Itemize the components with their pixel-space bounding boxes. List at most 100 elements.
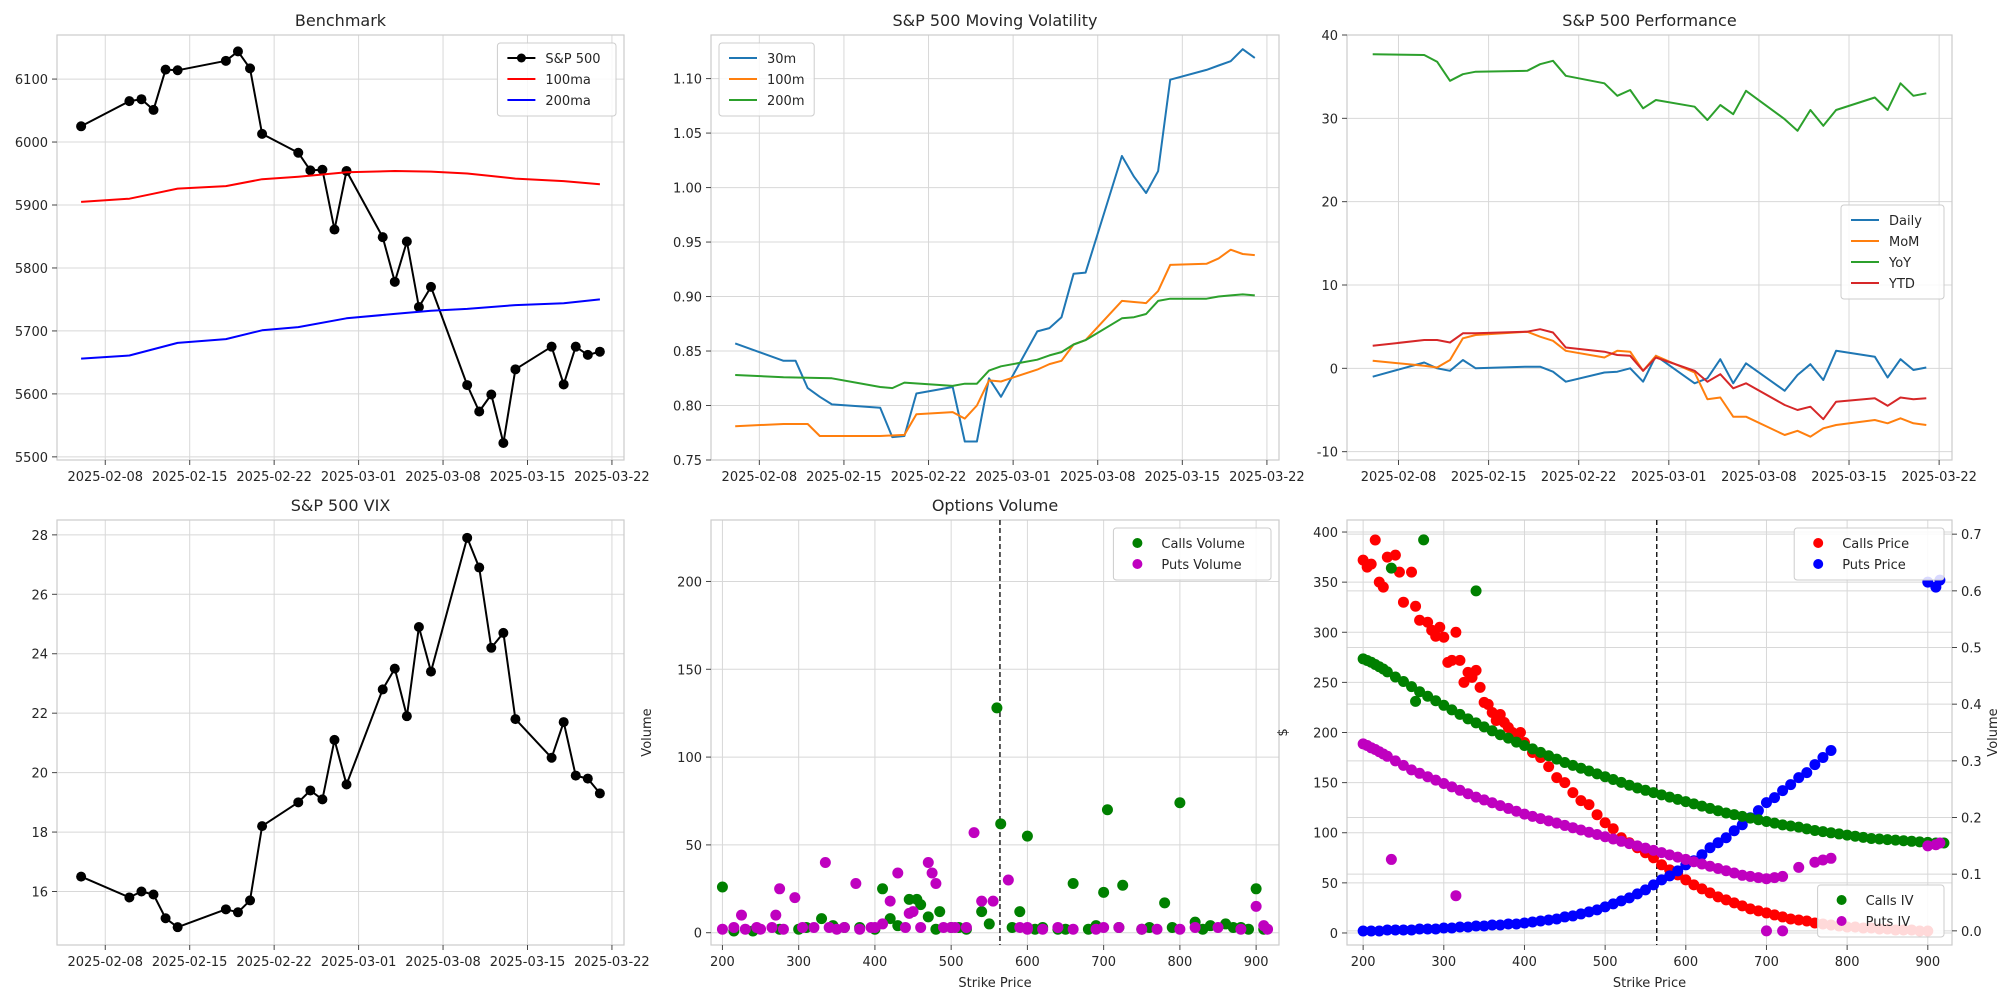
legend-label: MoM <box>1889 235 1919 250</box>
data-point <box>1825 827 1837 839</box>
legend-marker <box>1813 559 1824 569</box>
data-point <box>317 164 328 175</box>
data-point <box>716 923 728 935</box>
y2-tick-label: 0.2 <box>1961 812 1982 827</box>
data-point <box>1680 874 1692 886</box>
legend-label: 30m <box>767 52 796 67</box>
data-point <box>1389 924 1401 936</box>
series-line <box>1372 349 1927 392</box>
legend-box <box>718 42 815 117</box>
data-point <box>1377 581 1389 593</box>
data-point <box>926 867 938 879</box>
data-point <box>735 909 747 921</box>
y-tick-label: 100 <box>677 751 702 766</box>
data-point <box>1397 596 1409 608</box>
legend-label: Calls IV <box>1866 894 1914 909</box>
data-point <box>1365 558 1377 570</box>
data-point <box>160 913 171 924</box>
data-point <box>76 121 87 132</box>
data-point <box>1414 923 1426 935</box>
data-point <box>1543 761 1555 773</box>
data-point <box>1410 600 1422 612</box>
y-tick-label: 0.95 <box>673 236 702 251</box>
data-point <box>389 276 400 287</box>
data-point <box>486 642 497 653</box>
data-point <box>1817 826 1829 838</box>
data-point <box>498 438 509 448</box>
legend-box <box>1817 884 1945 938</box>
y-tick-label: 200 <box>1313 727 1338 742</box>
data-point <box>232 46 243 57</box>
y-tick-label: 5600 <box>15 388 48 403</box>
data-point <box>903 893 915 905</box>
legend-label: 100ma <box>545 73 590 88</box>
data-point <box>850 878 862 890</box>
data-point <box>1769 872 1781 884</box>
plot-frame <box>56 34 625 461</box>
y-tick-label: 0.80 <box>673 400 702 415</box>
data-point <box>148 889 159 900</box>
data-point <box>1397 924 1409 936</box>
y-tick-label: 250 <box>1313 676 1338 691</box>
data-point <box>1174 797 1186 809</box>
data-point <box>1486 919 1498 931</box>
data-point <box>1809 825 1821 837</box>
legend: S&P 500 100ma 200ma <box>496 42 617 117</box>
data-point <box>1777 785 1789 797</box>
data-point <box>1052 921 1064 933</box>
plot-frame <box>56 519 625 946</box>
data-point <box>838 921 850 933</box>
chart-title: Options Volume <box>932 496 1058 515</box>
x-tick-label: 2025-02-22 <box>236 470 312 485</box>
series-line <box>1372 330 1927 438</box>
chart-title: S&P 500 VIX <box>291 496 391 515</box>
y-tick-label: -10 <box>1317 446 1338 461</box>
series-200ma <box>81 298 601 360</box>
data-point <box>305 785 316 796</box>
y-tick-label: 200 <box>677 575 702 590</box>
data-point <box>766 921 778 933</box>
y-axis-label: $ <box>1276 728 1291 736</box>
data-point <box>899 921 911 933</box>
data-point <box>1430 923 1442 935</box>
data-point <box>1438 699 1450 711</box>
series-line <box>1372 328 1927 421</box>
data-point <box>1720 832 1732 844</box>
data-point <box>1865 832 1877 844</box>
data-point <box>582 349 593 360</box>
data-point <box>558 717 569 728</box>
data-point <box>1189 921 1201 933</box>
data-point <box>1406 681 1418 693</box>
legend-label: Puts Price <box>1842 558 1906 573</box>
data-point <box>755 923 767 935</box>
data-point <box>1365 925 1377 937</box>
series-200m <box>735 293 1255 390</box>
data-point <box>938 921 950 933</box>
data-point <box>389 663 400 674</box>
data-point <box>1559 777 1571 789</box>
series-line <box>735 293 1255 390</box>
data-point <box>1744 870 1756 882</box>
data-point <box>1825 852 1837 864</box>
x-tick-label: 600 <box>1673 955 1698 970</box>
x-tick-label: 2025-02-15 <box>1451 470 1527 485</box>
data-point <box>1418 534 1430 546</box>
data-point <box>1777 925 1789 937</box>
legend-label: Calls Price <box>1842 537 1909 552</box>
y2-tick-label: 0.6 <box>1961 585 1982 600</box>
data-point <box>1527 916 1539 928</box>
data-point <box>1243 923 1255 935</box>
data-point <box>377 684 388 695</box>
y-tick-label: 1.05 <box>673 127 702 142</box>
series-puts-iv <box>1357 738 1946 937</box>
data-point <box>816 913 828 925</box>
data-point <box>1389 671 1401 683</box>
y-tick-label: 150 <box>1313 777 1338 792</box>
data-point <box>1002 874 1014 886</box>
legend-label: Calls Volume <box>1161 537 1245 552</box>
y-tick-label: 0.75 <box>673 454 702 469</box>
data-point <box>220 55 231 66</box>
y-tick-label: 350 <box>1313 576 1338 591</box>
x-tick-label: 2025-03-15 <box>1145 470 1221 485</box>
data-point <box>1591 809 1603 821</box>
